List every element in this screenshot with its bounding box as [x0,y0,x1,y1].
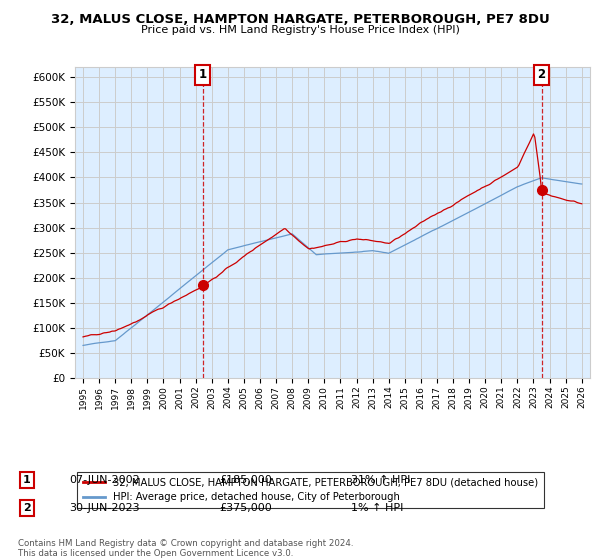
Text: 32, MALUS CLOSE, HAMPTON HARGATE, PETERBOROUGH, PE7 8DU: 32, MALUS CLOSE, HAMPTON HARGATE, PETERB… [50,13,550,26]
Text: £185,000: £185,000 [219,475,272,485]
Text: 2: 2 [23,503,31,513]
Text: 30-JUN-2023: 30-JUN-2023 [69,503,140,513]
Text: 1: 1 [23,475,31,485]
Text: Contains HM Land Registry data © Crown copyright and database right 2024.
This d: Contains HM Land Registry data © Crown c… [18,539,353,558]
Text: 31% ↑ HPI: 31% ↑ HPI [351,475,410,485]
Legend: 32, MALUS CLOSE, HAMPTON HARGATE, PETERBOROUGH, PE7 8DU (detached house), HPI: A: 32, MALUS CLOSE, HAMPTON HARGATE, PETERB… [77,472,544,507]
Text: 2: 2 [538,68,545,81]
Text: 1% ↑ HPI: 1% ↑ HPI [351,503,403,513]
Text: 1: 1 [199,68,207,81]
Text: £375,000: £375,000 [219,503,272,513]
Text: 07-JUN-2002: 07-JUN-2002 [69,475,140,485]
Text: Price paid vs. HM Land Registry's House Price Index (HPI): Price paid vs. HM Land Registry's House … [140,25,460,35]
